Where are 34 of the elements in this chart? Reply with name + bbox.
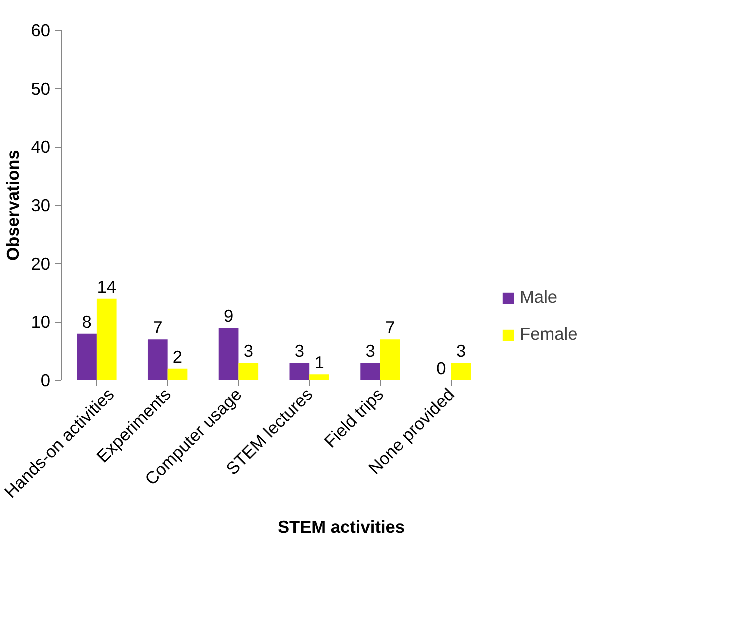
legend-label: Male [520,287,558,308]
bar [290,363,310,380]
data-label: 3 [244,341,254,361]
bar [451,363,472,380]
bar [218,328,239,380]
data-label: 3 [456,341,466,361]
x-axis-title: STEM activities [278,517,406,538]
bar [310,374,330,380]
y-tick-label: 0 [40,370,51,390]
y-tick-label: 20 [31,254,51,274]
y-tick-label: 30 [31,196,51,216]
data-label: 7 [153,318,163,338]
bar [96,298,117,380]
legend-label: Female [520,324,578,345]
bar [238,363,259,380]
y-tick-label: 40 [31,137,51,158]
bar [168,368,188,380]
data-label: 2 [172,346,183,367]
bar [148,340,168,380]
bar [360,363,380,380]
data-label: 14 [97,276,117,297]
y-tick-label: 60 [31,20,51,40]
data-label: 1 [314,352,324,373]
data-label: 3 [366,341,376,361]
data-label: 0 [436,358,446,378]
data-label: 3 [294,341,304,361]
y-axis-title: Observations [3,150,24,261]
y-tick-label: 10 [31,312,51,332]
data-label: 8 [82,312,92,332]
bar [380,340,400,380]
data-label: 9 [224,306,234,326]
data-label: 7 [386,318,396,338]
bar [77,334,97,380]
y-tick-label: 50 [31,78,51,99]
